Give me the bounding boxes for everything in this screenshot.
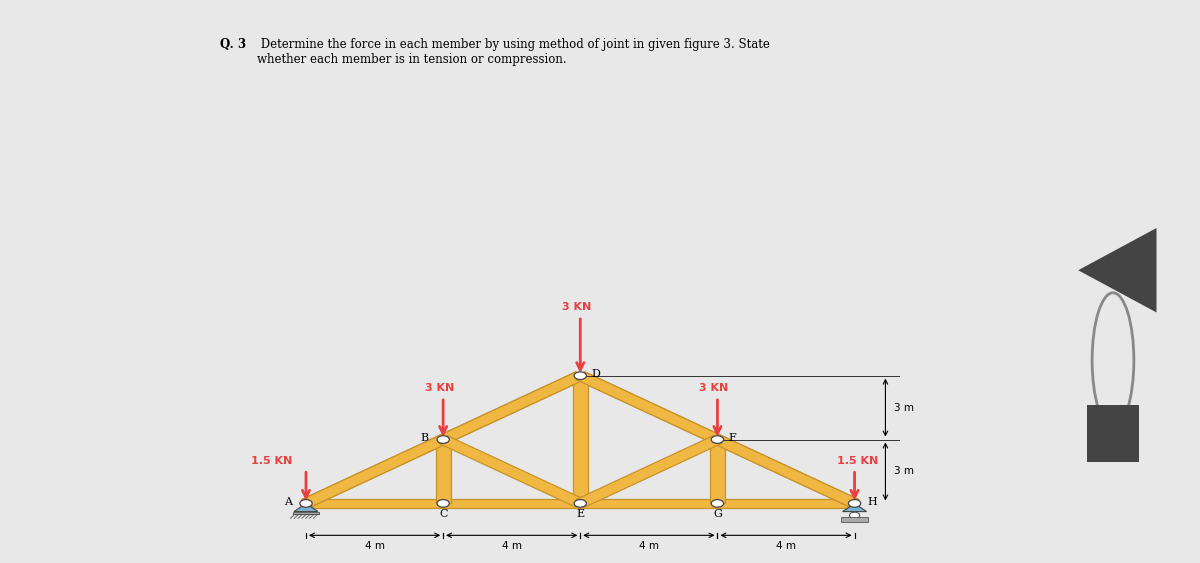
- Polygon shape: [842, 503, 866, 512]
- Polygon shape: [581, 499, 718, 508]
- Polygon shape: [576, 372, 859, 507]
- Text: C: C: [439, 510, 448, 520]
- Polygon shape: [713, 436, 859, 507]
- Polygon shape: [306, 499, 443, 508]
- Circle shape: [437, 436, 449, 444]
- Text: Determine the force in each member by using method of joint in given figure 3. S: Determine the force in each member by us…: [257, 38, 770, 66]
- Bar: [841, 517, 868, 522]
- Circle shape: [848, 499, 860, 507]
- Text: 3 m: 3 m: [894, 467, 914, 476]
- Text: Q. 3: Q. 3: [220, 38, 246, 51]
- Circle shape: [574, 372, 587, 379]
- Text: E: E: [576, 510, 584, 520]
- Text: B: B: [421, 433, 428, 443]
- Polygon shape: [439, 436, 584, 507]
- Text: D: D: [592, 369, 600, 379]
- Polygon shape: [439, 372, 584, 443]
- Text: 3 KN: 3 KN: [425, 383, 455, 393]
- Text: 1.5 KN: 1.5 KN: [251, 455, 293, 466]
- Polygon shape: [301, 436, 448, 507]
- Text: A: A: [283, 497, 292, 507]
- Text: H: H: [868, 497, 877, 507]
- Polygon shape: [443, 499, 581, 508]
- Text: 4 m: 4 m: [502, 541, 522, 551]
- Polygon shape: [1079, 228, 1157, 312]
- Polygon shape: [576, 372, 722, 443]
- Circle shape: [850, 512, 859, 519]
- Text: 3 m: 3 m: [894, 403, 914, 413]
- Circle shape: [712, 499, 724, 507]
- Polygon shape: [294, 503, 318, 512]
- Text: 3 KN: 3 KN: [700, 383, 728, 393]
- Circle shape: [574, 499, 587, 507]
- Text: F: F: [728, 433, 736, 443]
- Circle shape: [300, 499, 312, 507]
- Text: G: G: [713, 510, 722, 520]
- Text: 4 m: 4 m: [638, 541, 659, 551]
- Polygon shape: [301, 372, 584, 507]
- Polygon shape: [718, 499, 854, 508]
- Circle shape: [712, 436, 724, 444]
- Polygon shape: [710, 440, 725, 503]
- Text: 4 m: 4 m: [365, 541, 384, 551]
- Bar: [293, 512, 319, 515]
- Bar: [1087, 405, 1139, 462]
- Polygon shape: [572, 376, 588, 503]
- Text: 1.5 KN: 1.5 KN: [838, 455, 878, 466]
- Text: 4 m: 4 m: [776, 541, 796, 551]
- Circle shape: [437, 499, 449, 507]
- Polygon shape: [436, 440, 451, 503]
- Text: 3 KN: 3 KN: [563, 302, 592, 312]
- Polygon shape: [576, 436, 722, 507]
